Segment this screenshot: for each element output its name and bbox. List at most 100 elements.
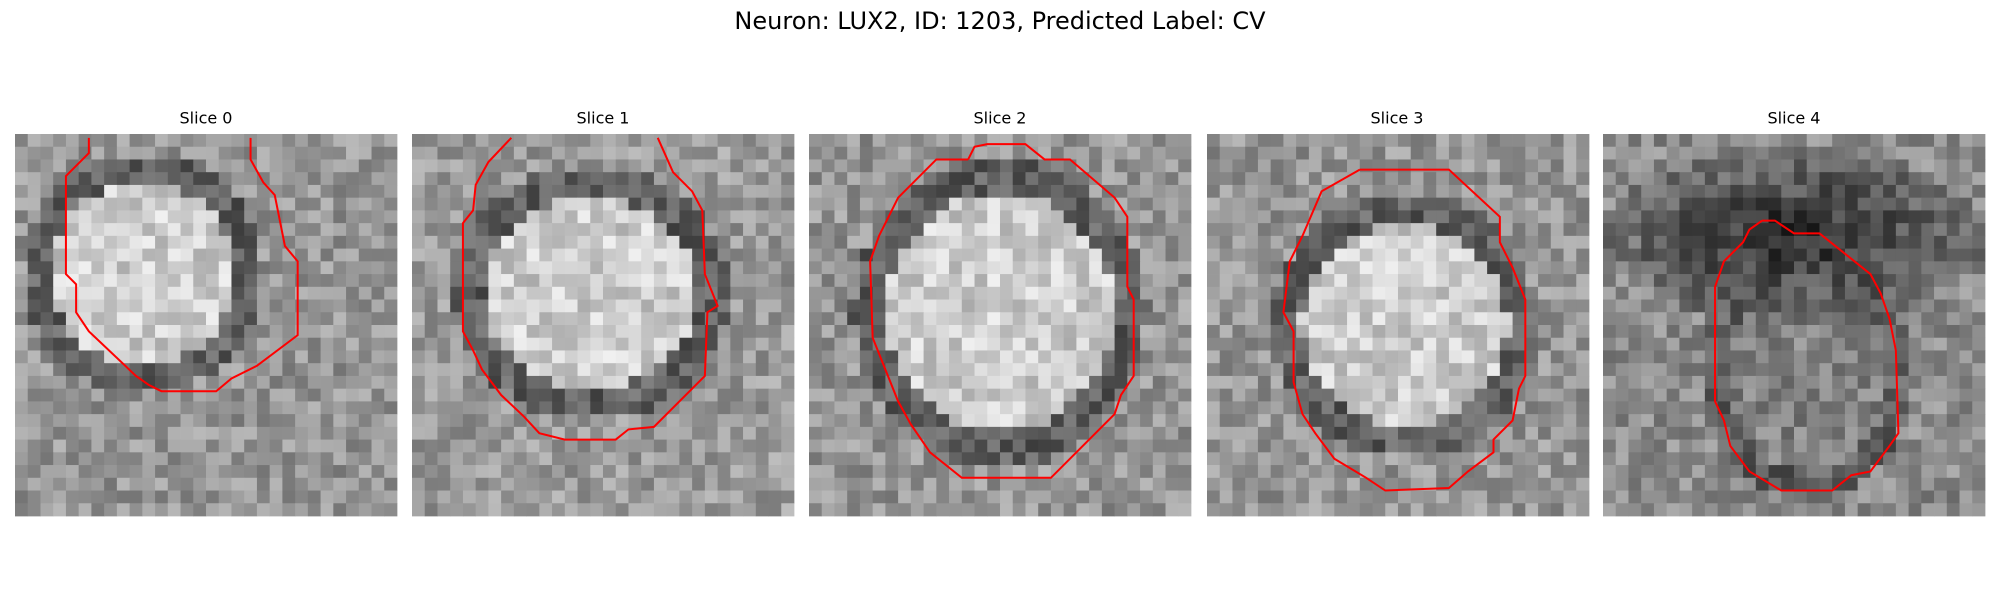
pixel (974, 159, 988, 173)
pixel (1679, 172, 1693, 186)
pixel (333, 324, 347, 339)
pixel (1743, 490, 1757, 504)
pixel (1653, 363, 1668, 377)
pixel (91, 439, 105, 453)
pixel (885, 350, 899, 364)
pixel (193, 274, 207, 288)
pixel (1959, 477, 1973, 491)
pixel (129, 439, 143, 453)
pixel (1653, 452, 1668, 466)
pixel (1730, 477, 1744, 491)
pixel (1768, 439, 1782, 453)
pixel (1245, 312, 1259, 326)
pixel (1512, 312, 1526, 326)
pixel (1603, 375, 1617, 390)
pixel (1232, 223, 1246, 237)
pixel (1038, 465, 1052, 479)
pixel (15, 159, 29, 173)
pixel (1270, 134, 1284, 148)
pixel (1321, 210, 1335, 224)
pixel (65, 197, 80, 211)
pixel (1704, 465, 1718, 479)
pixel (999, 452, 1014, 466)
pixel (602, 197, 617, 211)
pixel (295, 235, 309, 249)
pixel (1474, 452, 1488, 466)
pixel (65, 439, 80, 453)
pixel (1178, 299, 1192, 313)
pixel (821, 197, 835, 211)
pixel (40, 324, 54, 339)
pixel (91, 452, 105, 466)
pixel (999, 146, 1014, 160)
pixel (641, 274, 655, 288)
pixel (1089, 414, 1103, 428)
pixel (1692, 261, 1706, 275)
pixel (1178, 337, 1192, 351)
pixel (1793, 324, 1808, 339)
pixel (1487, 337, 1501, 351)
pixel (1321, 414, 1335, 428)
pixel (1063, 503, 1077, 517)
pixel (1436, 172, 1450, 186)
pixel (1525, 324, 1539, 339)
pixel (1666, 248, 1680, 262)
pixel (1359, 503, 1373, 517)
pixel (205, 363, 220, 377)
pixel (847, 146, 861, 160)
pixel (564, 503, 578, 517)
pixel (1972, 286, 1986, 300)
pixel (231, 490, 245, 504)
pixel (1679, 286, 1693, 300)
pixel (743, 363, 757, 377)
pixel (1436, 426, 1450, 440)
pixel (488, 312, 502, 326)
pixel (847, 235, 861, 249)
pixel (1321, 312, 1335, 326)
pixel (1423, 363, 1437, 377)
pixel (244, 223, 258, 237)
pixel (1050, 324, 1065, 339)
pixel (1474, 223, 1488, 237)
pixel (641, 184, 655, 199)
pixel (116, 248, 130, 262)
pixel (1283, 299, 1297, 313)
pixel (1692, 184, 1706, 199)
pixel (615, 350, 629, 364)
pixel (1178, 312, 1192, 326)
pixel (961, 235, 975, 249)
pixel (1870, 274, 1884, 288)
pixel (1628, 235, 1642, 249)
pixel (1576, 439, 1590, 453)
pixel (577, 375, 591, 390)
pixel (1550, 401, 1564, 415)
pixel (1012, 363, 1026, 377)
pixel (1832, 274, 1846, 288)
pixel (384, 235, 398, 249)
pixel (679, 414, 693, 428)
pixel (936, 324, 950, 339)
pixel (1165, 324, 1179, 339)
pixel (1946, 274, 1960, 288)
pixel (307, 184, 321, 199)
pixel (307, 401, 321, 415)
pixel (1666, 337, 1680, 351)
pixel (218, 210, 232, 224)
pixel (65, 363, 80, 377)
pixel (1270, 146, 1284, 160)
pixel (1063, 490, 1077, 504)
pixel (1063, 235, 1077, 249)
pixel (358, 210, 372, 224)
pixel (539, 477, 553, 491)
pixel (539, 452, 553, 466)
pixel (730, 363, 744, 377)
pixel (1628, 261, 1642, 275)
pixel (755, 184, 769, 199)
pixel (1050, 210, 1065, 224)
pixel (513, 350, 527, 364)
pixel (15, 337, 29, 351)
pixel (590, 477, 604, 491)
pixel (1603, 299, 1617, 313)
pixel (1934, 159, 1948, 173)
pixel (1038, 274, 1052, 288)
